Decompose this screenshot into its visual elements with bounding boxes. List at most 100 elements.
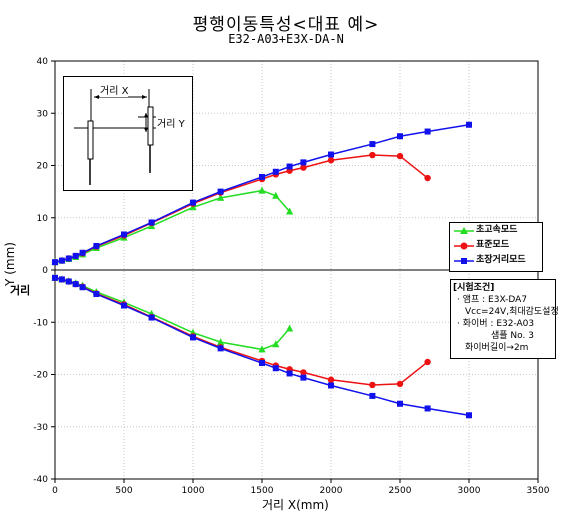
x-tick-label: 0 [52,486,58,496]
data-point [259,360,265,367]
data-point [424,128,431,135]
legend-swatch-red [454,242,474,250]
legend-entry: 초고속모드 [450,223,542,238]
data-point [328,151,334,158]
data-point [217,338,225,346]
data-point [466,412,472,419]
conditions-sample: 샘플 No. 3 [491,331,534,341]
data-point [272,365,279,372]
data-point [79,284,86,291]
data-point [300,164,307,171]
data-point [148,219,155,226]
data-point [272,340,280,348]
chart-subtitle: E32-A03+E3X-DA-N [228,32,344,46]
data-point [217,188,224,195]
legend-swatch-blue [454,258,474,264]
data-point [258,186,266,194]
series-layer [51,121,472,419]
data-point [369,151,376,159]
data-point [259,173,265,180]
measurement-diagram-drawing [74,89,156,185]
data-point [93,291,100,298]
data-point [121,231,127,238]
data-point [424,358,431,366]
legend-label: 표준모드 [476,240,510,250]
data-point [72,252,79,259]
data-point [58,276,65,283]
legend-swatch-green [454,227,474,234]
conditions-fiber-length: 화이버길이→2m [465,343,529,353]
data-point [369,381,376,389]
test-conditions-box: [시험조건] · 앰프 : E3X-DA7 Vcc=24V,최대감도설정 · 화… [450,279,559,359]
data-point [424,174,431,182]
data-point [79,249,86,256]
data-point [286,163,293,170]
y-tick-label: 10 [37,214,49,224]
data-point [396,380,404,388]
data-point [300,374,307,381]
series-line-0-lower [54,277,291,351]
x-tick-label: 2500 [389,486,412,496]
y-tick-label: -30 [33,423,48,433]
chart-title: 평행이동특성<대표 예> [192,15,380,35]
data-point [217,345,224,352]
data-point [327,157,335,164]
data-point [272,168,279,175]
data-point [286,370,293,377]
data-point [52,274,58,281]
data-point [217,193,225,201]
legend-entry: 표준모드 [450,238,542,253]
data-point [300,159,307,166]
data-point [397,133,403,140]
data-point [466,121,472,128]
data-point [58,257,65,264]
legend: 초고속모드 표준모드 초장거리모드 [449,222,543,272]
data-point [52,259,58,266]
data-point [397,400,403,407]
data-point [65,255,72,262]
x-tick-label: 2000 [320,486,343,496]
data-point [369,392,376,399]
data-point [121,302,127,309]
data-point [327,376,335,383]
y-tick-label: -20 [33,371,48,381]
y-axis-label-extra: 거리 [10,284,31,297]
data-point [190,334,196,341]
conditions-heading: [시험조건] [453,283,495,293]
data-point [286,207,294,215]
measurement-diagram: 거리 X 거리 Y [63,76,193,191]
data-point [328,382,334,389]
data-point [424,405,431,412]
data-point [190,199,196,206]
legend-entry: 초장거리모드 [450,253,542,268]
x-tick-label: 500 [115,486,132,496]
data-point [396,152,404,160]
inset-label-x: 거리 X [100,82,129,97]
x-tick-label: 3500 [527,486,550,496]
series-line-1-lower [54,277,429,386]
y-axis-label: Y (mm) [2,242,17,286]
data-point [286,324,294,332]
data-point [272,191,280,199]
conditions-amp: · 앰프 : E3X-DA7 [457,295,528,305]
y-tick-label: -10 [33,318,48,328]
series-line-0-upper [54,189,291,263]
legend-label: 초고속모드 [476,225,518,235]
y-tick-label: -40 [33,475,48,485]
data-point [72,281,79,288]
y-tick-label: 20 [37,162,49,172]
conditions-vcc: Vcc=24V,최대감도설정 [465,307,559,317]
x-tick-label: 1000 [182,486,205,496]
x-tick-label: 1500 [251,486,274,496]
legend-label: 초장거리모드 [476,255,526,265]
x-axis-label: 거리 X(mm) [262,498,329,512]
data-point [258,345,266,353]
y-tick-label: 40 [37,57,49,67]
y-tick-label: 0 [42,266,48,276]
data-point [369,141,376,148]
x-tick-label: 3000 [458,486,481,496]
y-tick-label: 30 [37,109,49,119]
conditions-fiber: · 화이버 : E32-A03 [457,319,535,329]
inset-label-y: 거리 Y [157,115,185,130]
